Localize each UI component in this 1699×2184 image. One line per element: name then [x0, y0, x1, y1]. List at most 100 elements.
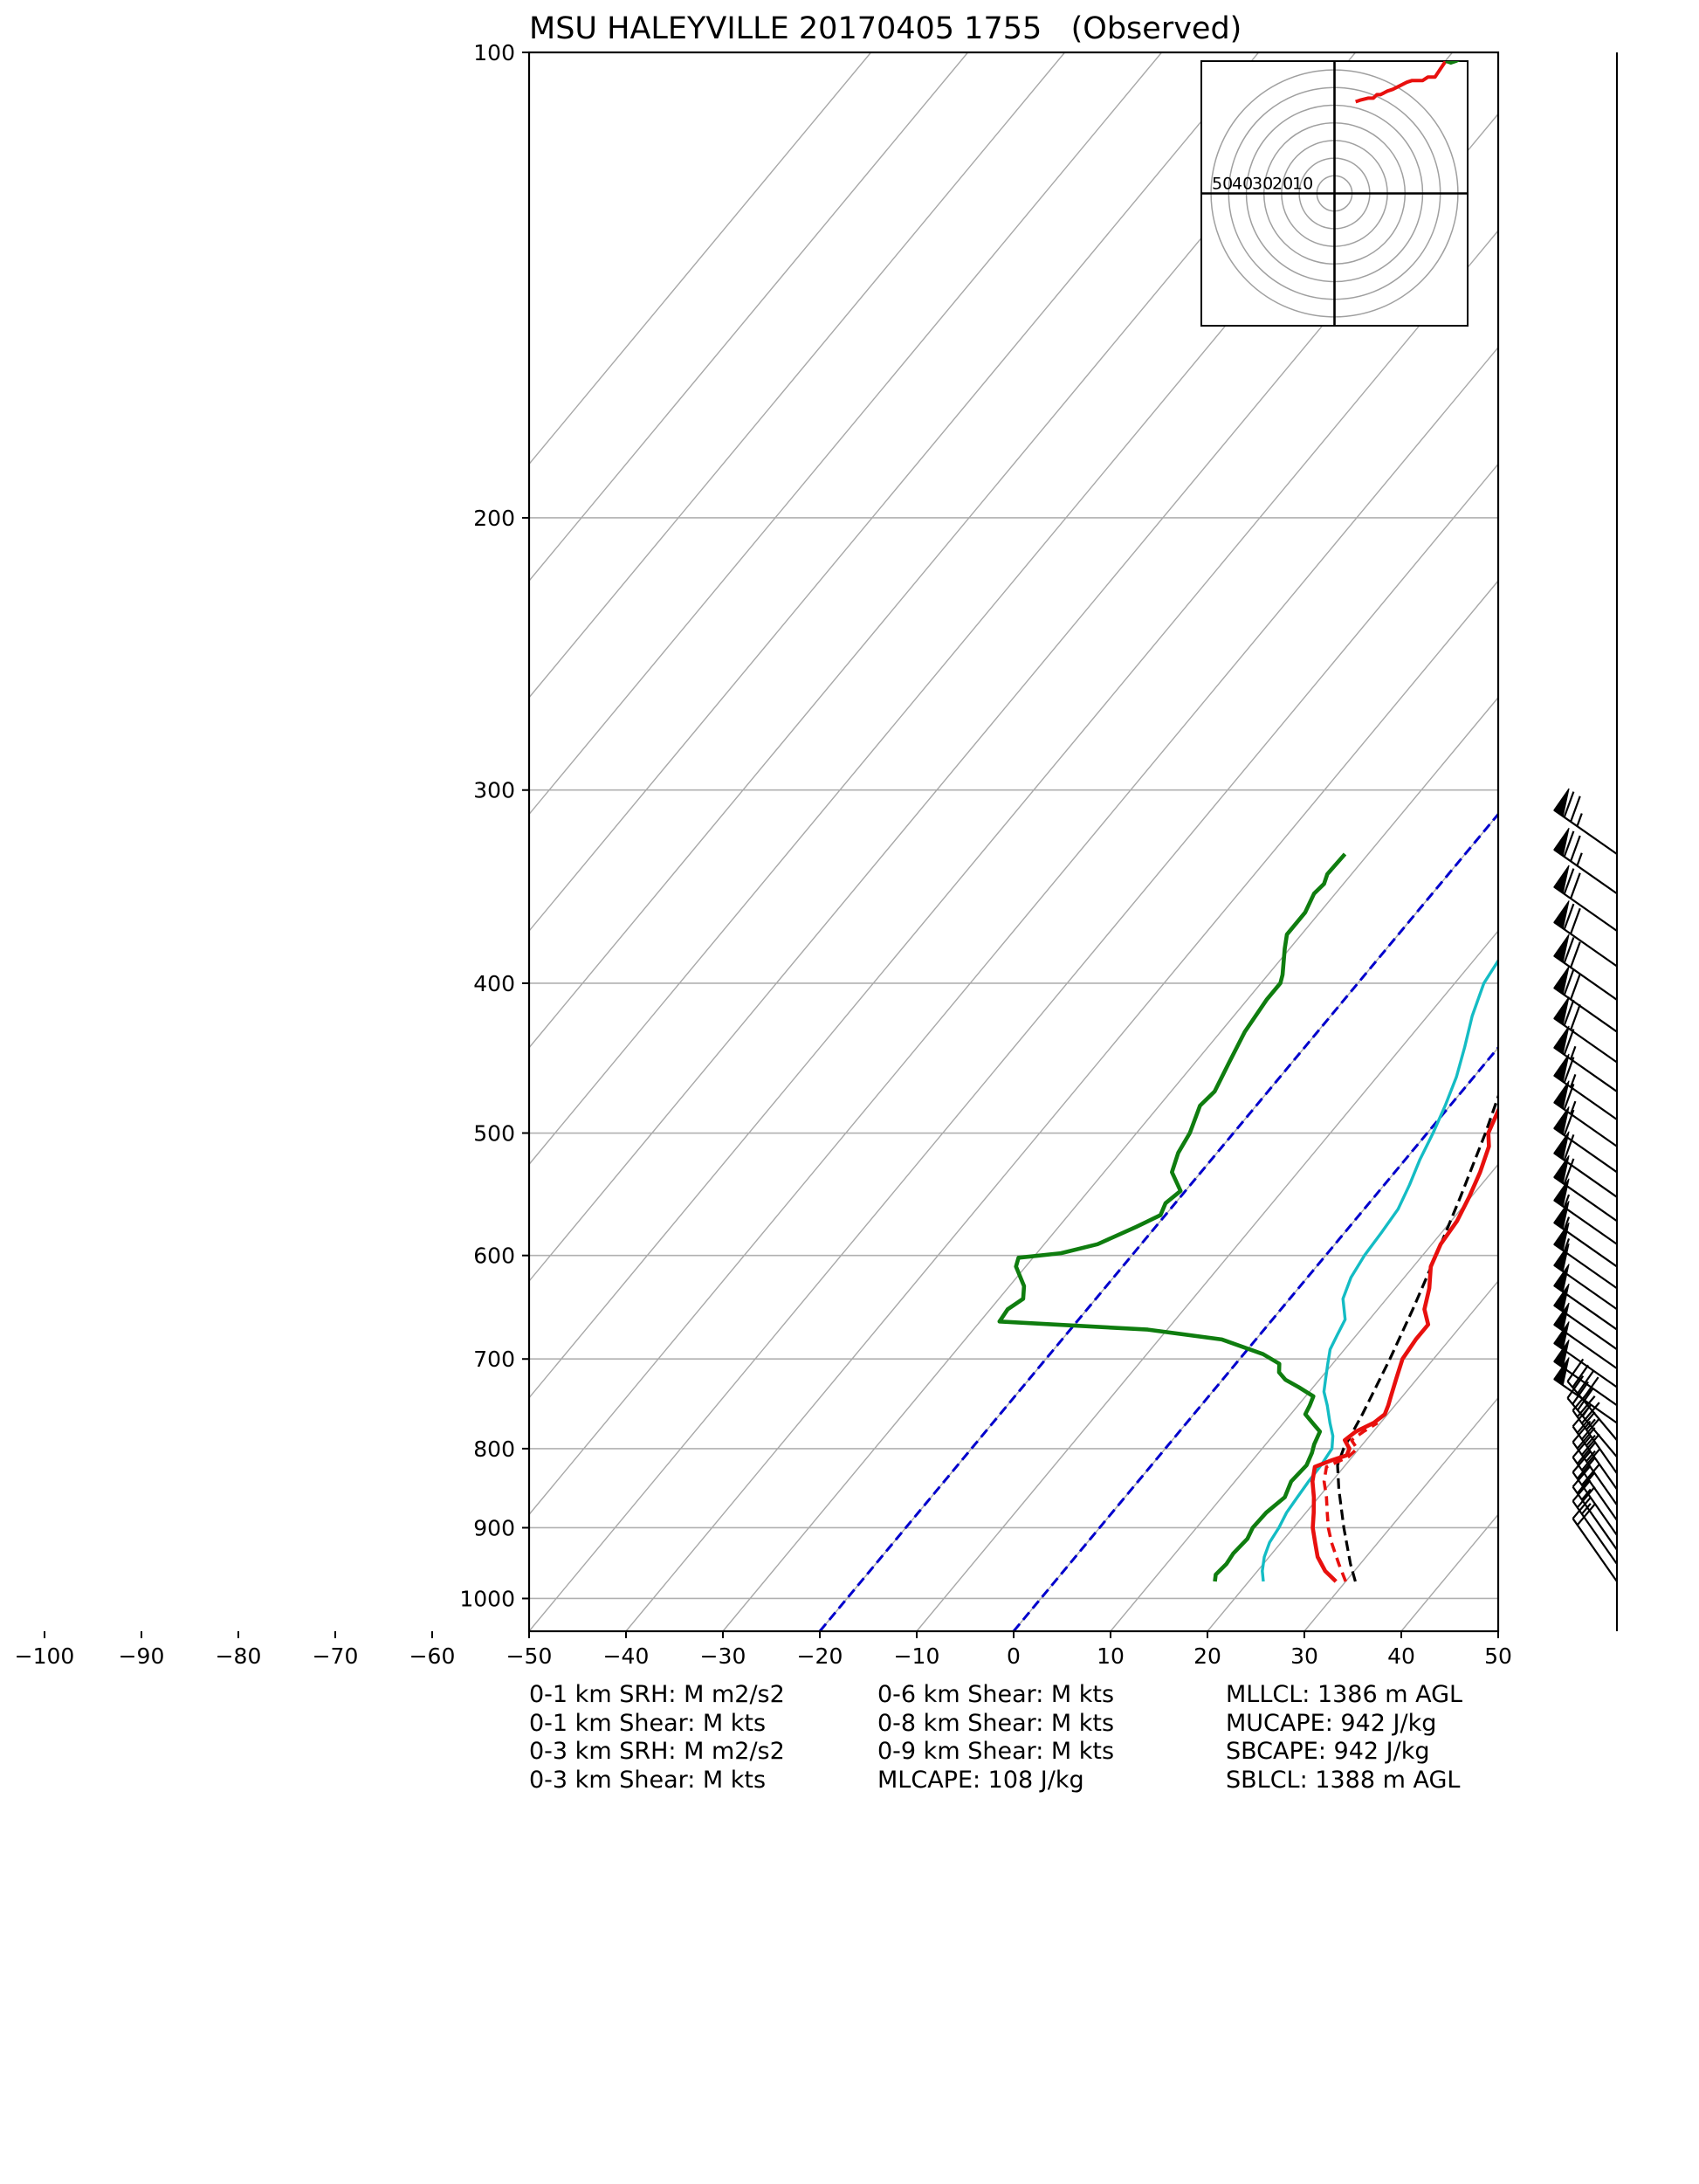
hodograph-range-label: 10	[1292, 175, 1313, 194]
y-tick-label: 700	[473, 1347, 515, 1372]
wind-barb-full	[1572, 1450, 1592, 1473]
wind-barb-shaft	[1572, 1425, 1618, 1491]
wind-barb-full	[1570, 907, 1581, 934]
hodograph-range-label: 30	[1252, 175, 1273, 194]
wind-barb-full	[1572, 1404, 1592, 1428]
wind-barb	[1553, 966, 1618, 1033]
wind-barb-full	[1570, 872, 1581, 899]
wind-barb-full	[1570, 1003, 1581, 1030]
stat-line: 0-8 km Shear: M kts	[877, 1709, 1115, 1737]
wind-barb-shaft	[1553, 1046, 1618, 1092]
skewed-isotherm	[625, 580, 1498, 1631]
x-tick-label: −90	[119, 1643, 165, 1669]
y-tick-label: 900	[473, 1515, 515, 1540]
wind-barb-full	[1563, 999, 1575, 1026]
wind-barb-full	[1572, 1436, 1592, 1458]
wind-barb-shaft	[1553, 1101, 1618, 1147]
wind-barb	[1553, 1080, 1618, 1147]
wind-barb-full	[1576, 1395, 1596, 1418]
chart-title: MSU HALEYVILLE 20170405 1755 (Observed)	[529, 11, 1242, 46]
wind-barb-flag	[1553, 1106, 1570, 1135]
skewed-isotherm	[529, 52, 1260, 933]
wind-barb-full	[1581, 1449, 1600, 1471]
wind-barb-full	[1570, 796, 1581, 823]
wind-barb-flag	[1553, 788, 1570, 817]
x-tick-label: 20	[1193, 1643, 1221, 1669]
skewed-isotherm	[529, 52, 1357, 1049]
wind-barb	[1553, 1357, 1618, 1424]
wind-barb-shaft	[1553, 1126, 1618, 1174]
wind-barb-flag	[1553, 1053, 1570, 1083]
x-tick-label: −80	[216, 1643, 262, 1669]
wind-barb-full	[1563, 868, 1575, 895]
skewed-isotherm	[529, 463, 1498, 1631]
skewed-isotherm	[529, 52, 1066, 699]
x-tick-label: −20	[797, 1643, 843, 1669]
wind-barb-shaft	[1553, 921, 1618, 968]
stat-line: 0-1 km Shear: M kts	[529, 1709, 767, 1737]
wind-barb-flag	[1553, 1357, 1570, 1387]
wind-barb-flag	[1553, 1339, 1570, 1368]
stat-line: 0-3 km Shear: M kts	[529, 1766, 767, 1794]
wind-barb-full	[1570, 835, 1581, 862]
wind-barb-full	[1576, 1471, 1596, 1494]
wind-barb-full	[1577, 1387, 1594, 1411]
wind-barb-full	[1576, 1411, 1596, 1434]
wind-barb-flag	[1553, 1025, 1570, 1055]
wind-barb-full	[1563, 903, 1575, 930]
wind-barb-flag	[1553, 1302, 1570, 1332]
temperature-virtual-profile	[1322, 1421, 1379, 1582]
wind-barb-half	[1570, 1045, 1577, 1060]
wind-barb-full	[1572, 1479, 1592, 1502]
wind-barb-flag	[1553, 966, 1570, 996]
wind-barb-half	[1581, 1503, 1592, 1515]
wind-barb-full	[1572, 1388, 1592, 1411]
y-tick-label: 300	[473, 778, 515, 803]
wind-barb	[1553, 1053, 1618, 1120]
wind-barb-shaft	[1553, 1378, 1618, 1424]
wind-barb-flag	[1553, 934, 1570, 963]
wind-barb-full	[1581, 1417, 1600, 1440]
wind-barb-full	[1576, 1503, 1596, 1526]
wind-barb-shaft	[1572, 1500, 1618, 1565]
wind-barb-half	[1586, 1434, 1596, 1447]
x-tick-label: 10	[1097, 1643, 1125, 1669]
wind-barb-full	[1570, 941, 1581, 968]
wind-barb	[1553, 900, 1618, 968]
x-tick-label: −10	[894, 1643, 940, 1669]
wind-barb-full	[1566, 1358, 1585, 1382]
x-tick-label: 0	[1007, 1643, 1021, 1669]
dashed-isotherm	[818, 812, 1498, 1631]
stats-column-1: 0-1 km SRH: M m2/s2 0-1 km Shear: M kts …	[529, 1681, 785, 1795]
temperature-profile	[1310, 1106, 1498, 1583]
stat-line: 0-6 km Shear: M kts	[877, 1681, 1115, 1708]
wind-barb-half	[1563, 1194, 1571, 1208]
wind-barb-full	[1563, 1109, 1575, 1136]
wind-barb-shaft	[1572, 1409, 1618, 1474]
wind-barb	[1553, 996, 1618, 1064]
wind-barb-full	[1563, 830, 1575, 858]
x-tick-label: −40	[603, 1643, 650, 1669]
hodograph-range-label: 40	[1232, 175, 1253, 194]
wind-barb	[1553, 827, 1618, 895]
stats-column-3: MLLCL: 1386 m AGL MUCAPE: 942 J/kg SBCAP…	[1226, 1681, 1462, 1795]
wind-barb	[1553, 1106, 1618, 1174]
wind-barb-half	[1576, 813, 1583, 827]
wind-barb-shaft	[1553, 1017, 1618, 1064]
wind-barb-full	[1577, 1370, 1594, 1395]
wind-barb-full	[1572, 1465, 1592, 1488]
wind-barb	[1572, 1497, 1618, 1582]
wind-barb-flag	[1553, 1131, 1570, 1161]
wind-barb-shaft	[1572, 1485, 1618, 1551]
stat-line: MLLCL: 1386 m AGL	[1226, 1681, 1463, 1708]
wind-barb-flag	[1553, 865, 1570, 894]
wind-barb-shaft	[1572, 1457, 1618, 1521]
wind-barb-flag	[1553, 1243, 1570, 1272]
stat-line: SBCAPE: 942 J/kg	[1226, 1738, 1430, 1765]
x-tick-label: −70	[313, 1643, 359, 1669]
x-tick-label: 40	[1387, 1643, 1415, 1669]
wind-barb	[1572, 1479, 1618, 1565]
y-tick-label: 100	[473, 40, 515, 65]
